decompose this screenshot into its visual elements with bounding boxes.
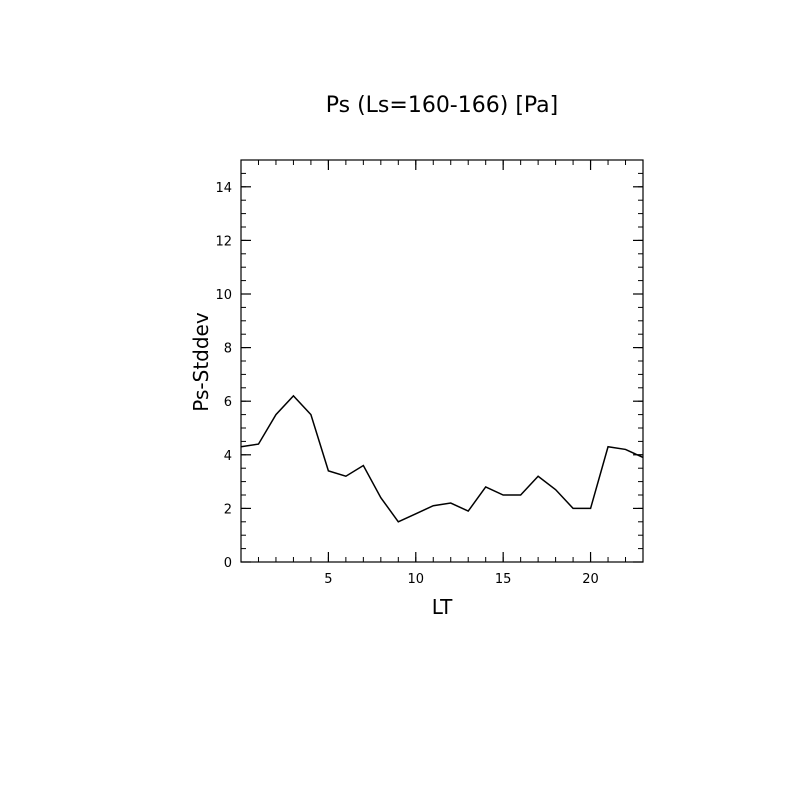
plot-layer: 5 10 15 20 0 2 4 6 8 10 12 14 xyxy=(215,160,643,587)
x-tick-label: 20 xyxy=(582,572,599,587)
x-tick-label: 15 xyxy=(495,572,512,587)
y-tick-label: 2 xyxy=(224,502,232,517)
y-tick-label: 14 xyxy=(215,181,232,196)
y-tick-label: 0 xyxy=(224,556,232,571)
x-tick-label: 10 xyxy=(408,572,425,587)
x-tick-label: 5 xyxy=(324,572,332,587)
y-tick-label: 6 xyxy=(224,395,232,410)
chart-title: Ps (Ls=160-166) [Pa] xyxy=(326,93,559,118)
x-axis-label: LT xyxy=(432,595,453,619)
y-tick-label: 10 xyxy=(215,288,232,303)
y-tick-label: 12 xyxy=(215,234,232,249)
y-tick-label: 4 xyxy=(224,449,232,464)
y-tick-label: 8 xyxy=(224,342,232,357)
y-axis-label: Ps-Stddev xyxy=(189,312,213,412)
series-line-0 xyxy=(241,396,643,522)
plot-frame xyxy=(241,160,643,562)
